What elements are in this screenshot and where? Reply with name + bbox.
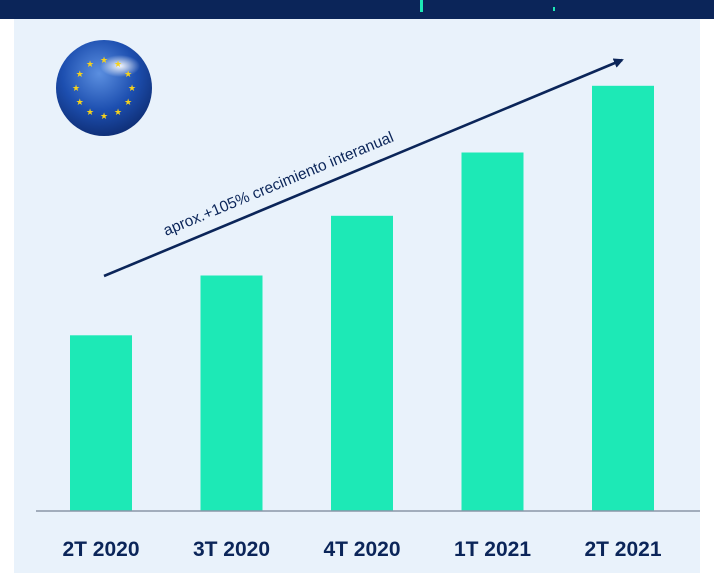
x-tick-label: 1T 2021: [454, 538, 531, 561]
flag-star-icon: ★: [86, 60, 94, 70]
header-accent-mark: [553, 7, 555, 11]
x-tick-label: 2T 2021: [584, 538, 661, 561]
x-tick-label: 3T 2020: [193, 538, 270, 561]
growth-trend-arrow: [103, 58, 624, 278]
bar: [70, 335, 132, 511]
header-accent: [420, 0, 423, 12]
flag-star-icon: ★: [128, 84, 136, 94]
flag-star-icon: ★: [72, 84, 80, 94]
flag-star-icon: ★: [76, 70, 84, 80]
flag-star-icon: ★: [76, 98, 84, 108]
flag-star-icon: ★: [86, 108, 94, 118]
bar: [461, 152, 524, 511]
flag-star-icon: ★: [114, 60, 122, 70]
tick-labels-group: 2T 2020 3T 2020 4T 2020 1T 2021 2T 2021: [62, 538, 661, 561]
bar: [331, 215, 393, 512]
x-tick-label: 2T 2020: [62, 538, 139, 561]
flag-star-icon: ★: [124, 70, 132, 80]
flag-star-icon: ★: [114, 108, 122, 118]
x-tick-label: 4T 2020: [323, 538, 400, 561]
eu-flag-icon: ★★★★★★★★★ ★ ★★: [56, 40, 152, 136]
header-band: [0, 0, 714, 19]
bars-group: [70, 85, 654, 512]
flag-star-icon: ★: [100, 112, 108, 122]
flag-star-icon: ★: [100, 56, 108, 66]
flag-star-icon: ★: [124, 98, 132, 108]
bar: [200, 275, 263, 511]
bar: [592, 85, 654, 512]
